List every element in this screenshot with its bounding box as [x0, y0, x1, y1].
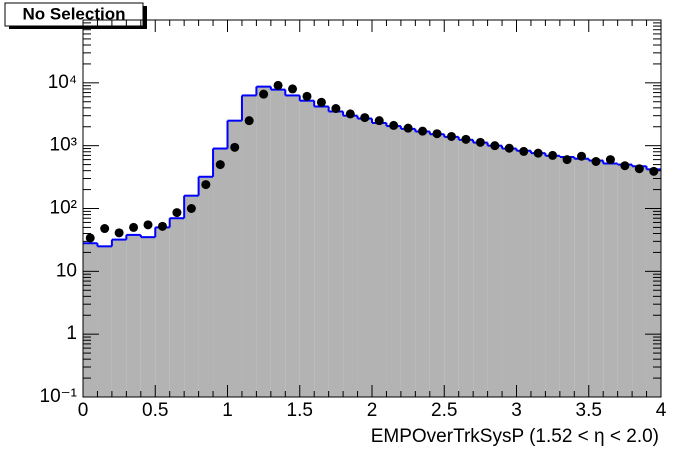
- data-point: [461, 134, 471, 144]
- x-tick-label: 0.5: [142, 400, 168, 421]
- histogram-bar: [617, 164, 633, 397]
- x-tick-label: 3.5: [576, 400, 602, 421]
- x-tick-label: 1: [222, 400, 233, 421]
- histogram-bar: [314, 106, 329, 398]
- histogram-bar: [126, 234, 141, 397]
- data-point: [273, 80, 283, 90]
- data-point: [389, 120, 399, 130]
- data-point: [100, 224, 110, 234]
- histogram-bar: [516, 150, 531, 397]
- histogram-bar: [83, 243, 98, 397]
- histogram-bar: [603, 163, 618, 397]
- data-point: [475, 137, 485, 147]
- histogram-bar: [400, 128, 416, 397]
- histogram-bar: [502, 148, 517, 397]
- x-tick-label: 3: [511, 400, 522, 421]
- histogram-bar: [285, 95, 300, 397]
- data-point: [649, 166, 659, 176]
- histogram-bar: [155, 227, 170, 397]
- histogram-bar: [270, 89, 286, 397]
- data-point: [114, 228, 124, 238]
- data-point: [519, 146, 529, 156]
- histogram-bar: [588, 160, 604, 397]
- data-point: [143, 220, 153, 230]
- data-point: [129, 222, 139, 232]
- histogram-bar: [574, 158, 589, 397]
- histogram-bar: [299, 100, 315, 397]
- histogram-bar: [328, 111, 344, 398]
- data-point: [172, 208, 182, 218]
- data-point: [533, 148, 543, 158]
- histogram-bar: [530, 153, 546, 397]
- histogram-bar: [415, 131, 430, 397]
- histogram-bar: [372, 122, 387, 397]
- data-point: [577, 151, 587, 161]
- x-tick-label: 2.5: [431, 400, 457, 421]
- data-point: [490, 141, 500, 151]
- data-point: [360, 113, 370, 123]
- data-point: [157, 221, 167, 231]
- data-point: [634, 164, 644, 174]
- data-point: [432, 129, 442, 139]
- data-point: [374, 116, 384, 126]
- histogram-bar: [97, 246, 112, 397]
- y-tick-label: 10³: [50, 135, 77, 156]
- data-point: [504, 143, 514, 153]
- data-point: [345, 109, 355, 119]
- data-point: [605, 155, 615, 165]
- histogram-bar: [444, 136, 459, 397]
- histogram-bar: [241, 95, 257, 397]
- y-tick-label: 10⁴: [48, 72, 77, 93]
- data-point: [215, 160, 225, 170]
- histogram-bar: [343, 115, 358, 397]
- data-point: [591, 156, 601, 166]
- data-point: [230, 142, 240, 152]
- histogram-bar: [429, 134, 445, 397]
- histogram-bar: [473, 142, 488, 397]
- histogram-bar: [357, 118, 372, 397]
- data-point: [259, 89, 269, 99]
- histogram-bar: [111, 239, 127, 397]
- histogram-bar: [632, 166, 647, 397]
- data-point: [548, 150, 558, 160]
- y-tick-label: 10²: [50, 198, 77, 219]
- histogram-bar: [140, 237, 156, 397]
- histogram-bar: [198, 176, 214, 397]
- data-point: [403, 123, 413, 133]
- histogram-bar: [487, 145, 503, 397]
- histogram-bar: [458, 139, 474, 397]
- histogram-bar: [213, 148, 228, 397]
- data-point: [186, 204, 196, 213]
- x-tick-label: 0: [78, 400, 89, 421]
- data-point: [316, 97, 326, 107]
- data-point: [331, 104, 341, 114]
- histogram-bar: [386, 126, 401, 398]
- data-point: [244, 116, 254, 126]
- data-point: [85, 233, 95, 243]
- data-point: [418, 126, 428, 136]
- histogram-bar: [169, 218, 185, 397]
- data-point: [446, 131, 456, 141]
- chart-title: No Selection: [23, 4, 126, 23]
- x-tick-label: 2: [367, 400, 378, 421]
- x-tick-label: 1.5: [287, 400, 313, 421]
- x-tick-label: 4: [656, 400, 667, 421]
- histogram-bar: [227, 120, 242, 397]
- y-tick-label: 10⁻¹: [40, 386, 78, 407]
- histogram-bar: [559, 157, 575, 397]
- histogram-bar: [184, 195, 199, 397]
- histogram-bar: [646, 169, 661, 397]
- plot-area: [82, 19, 662, 398]
- data-point: [562, 155, 572, 165]
- data-point: [620, 161, 630, 171]
- data-point: [288, 84, 298, 94]
- data-point: [302, 91, 312, 101]
- histogram-bar: [256, 86, 271, 397]
- data-point: [201, 180, 211, 190]
- histogram-bar: [545, 155, 560, 397]
- x-axis-label: EMPOverTrkSysP (1.52 < η < 2.0): [371, 426, 659, 447]
- y-tick-label: 10: [56, 260, 77, 281]
- y-tick-label: 1: [66, 323, 77, 344]
